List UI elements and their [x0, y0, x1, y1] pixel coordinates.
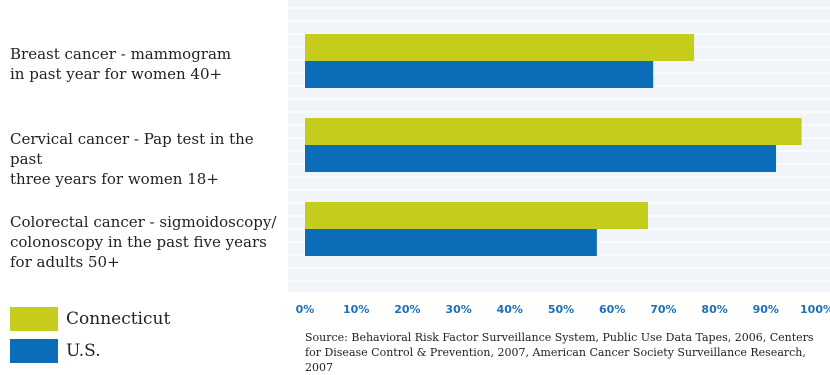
legend-swatch-connecticut: [10, 307, 58, 331]
x-tick-label: 50%: [547, 303, 575, 316]
bar-us-0: [305, 61, 654, 88]
x-tick-label: 10%: [343, 303, 370, 316]
category-label-breast: Breast cancer - mammogram in past year f…: [10, 45, 232, 83]
category-label-cervical: Cervical cancer - Pap test in the past t…: [10, 130, 254, 188]
x-tick-label: 30%: [445, 303, 472, 316]
bar-us-2: [305, 229, 597, 256]
x-tick-label: 60%: [599, 303, 626, 316]
bar-connecticut-0: [305, 34, 695, 61]
x-tick-label: 100%: [800, 303, 830, 316]
x-tick-label: 90%: [752, 303, 779, 316]
source-note: Source: Behavioral Risk Factor Surveilla…: [305, 331, 814, 374]
bar-connecticut-1: [305, 118, 802, 145]
chart-plot-area: [288, 0, 830, 292]
legend-label-us: U.S.: [66, 341, 101, 361]
legend-swatch-us: [10, 339, 58, 363]
x-tick-label: 80%: [701, 303, 728, 316]
x-tick-label: 70%: [650, 303, 677, 316]
legend-label-connecticut: Connecticut: [66, 309, 171, 329]
category-label-colorectal: Colorectal cancer - sigmoidoscopy/ colon…: [10, 213, 277, 271]
bar-connecticut-2: [305, 202, 649, 229]
x-tick-label: 40%: [496, 303, 523, 316]
x-tick-label: 0%: [295, 303, 315, 316]
bar-us-1: [305, 145, 777, 172]
x-tick-label: 20%: [394, 303, 421, 316]
